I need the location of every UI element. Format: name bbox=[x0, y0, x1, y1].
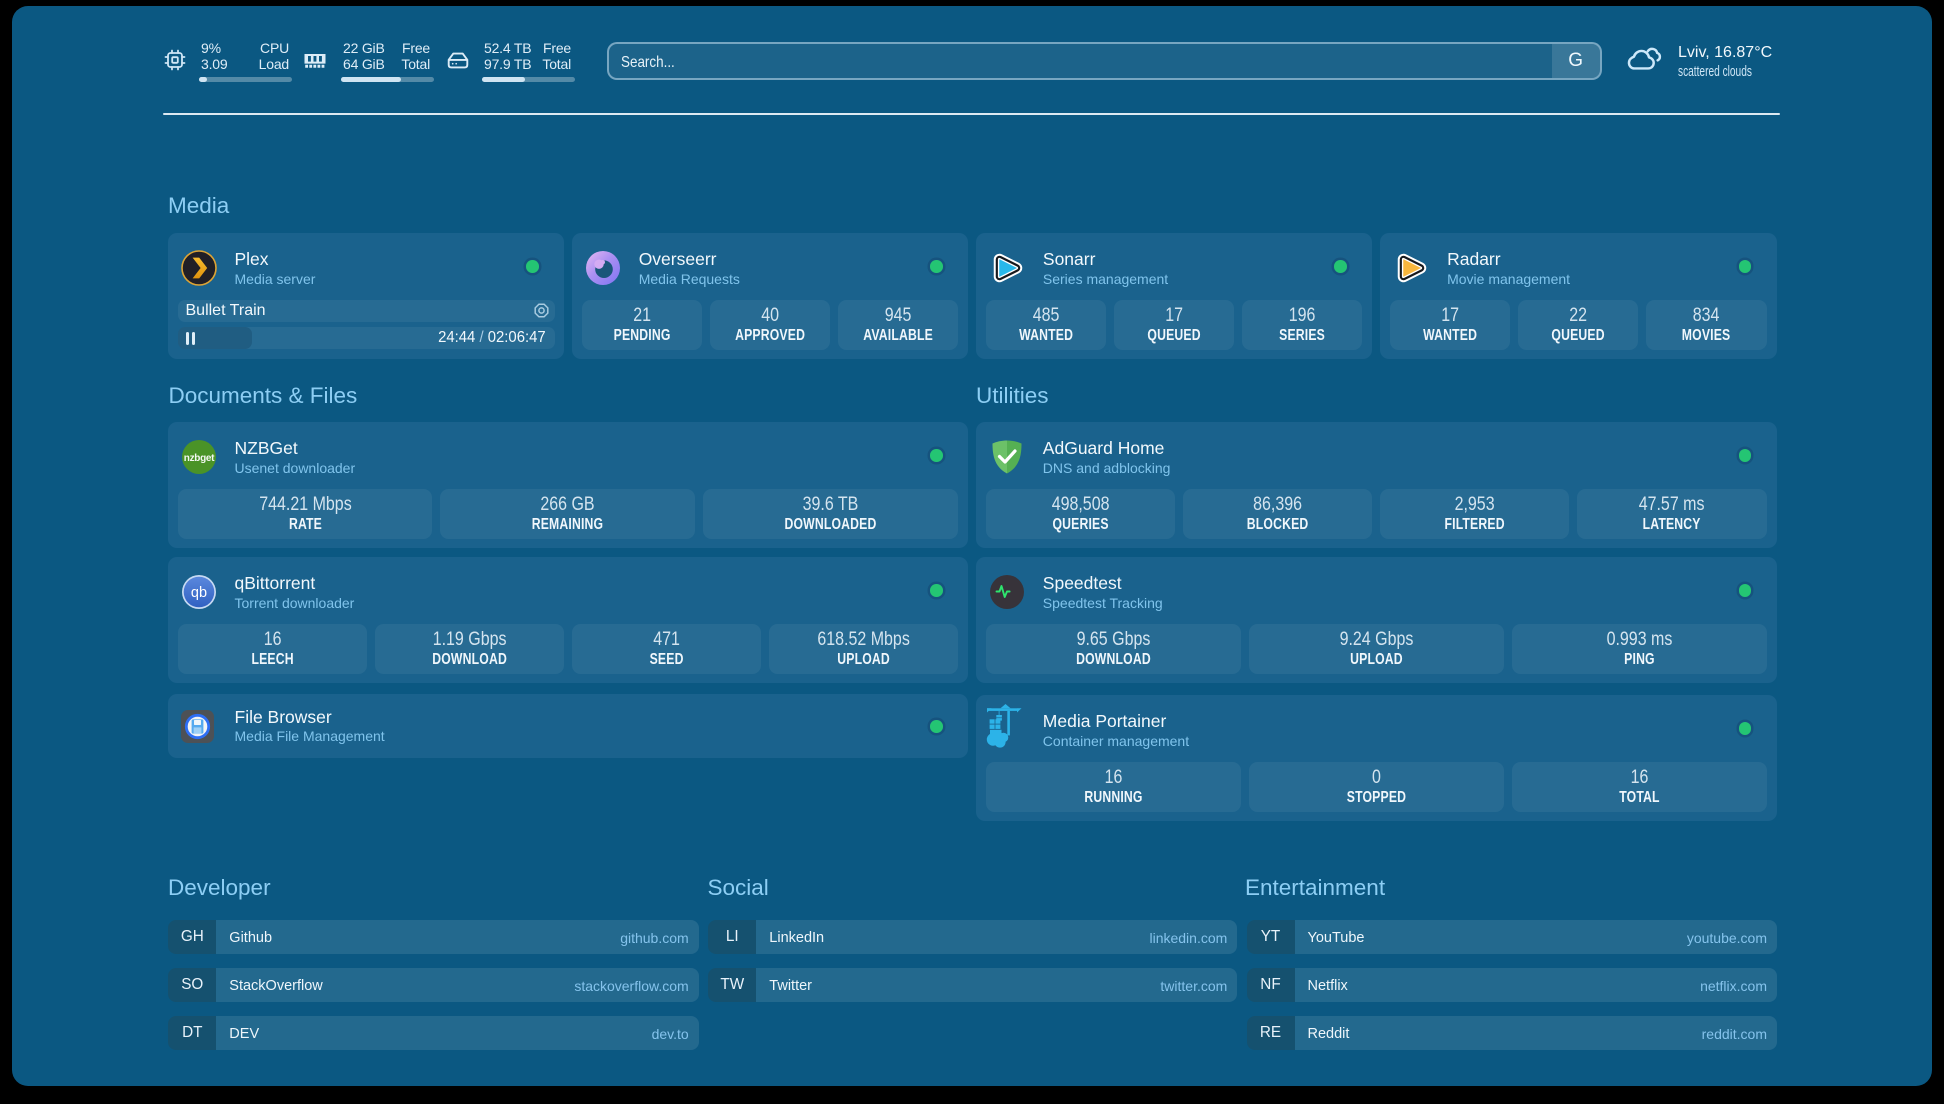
svg-text:nzbget: nzbget bbox=[183, 452, 214, 463]
svg-text:qb: qb bbox=[190, 585, 206, 601]
